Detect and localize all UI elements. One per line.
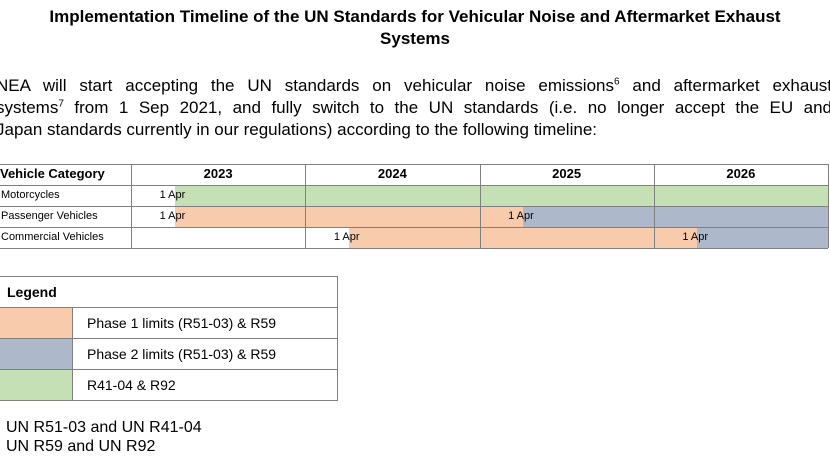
timeline-bar-phase1 — [174, 206, 524, 227]
intro-text: systems — [0, 98, 59, 117]
legend-label-phase1: Phase 1 limits (R51-03) & R59 — [72, 307, 338, 339]
grid-line — [0, 164, 828, 165]
title-line-1: Implementation Timeline of the UN Standa… — [49, 7, 781, 26]
footnote-ref-7: 7 — [58, 98, 64, 110]
intro-paragraph: NEA will start accepting the UN standard… — [0, 75, 830, 141]
intro-line-1: NEA will start accepting the UN standard… — [0, 75, 830, 97]
legend-swatch-r41 — [0, 369, 73, 401]
title-line-2: Systems — [380, 29, 450, 48]
legend-label-phase2: Phase 2 limits (R51-03) & R59 — [72, 338, 338, 370]
footnotes: UN R51-03 and UN R41-04 UN R59 and UN R9… — [6, 418, 202, 456]
intro-text: from 1 Sep 2021, and fully switch to the… — [63, 98, 830, 117]
intro-line-3: Japan standards currently in our regulat… — [0, 120, 597, 139]
timeline-header-category: Vehicle Category — [0, 166, 105, 181]
timeline-header-year: 2026 — [726, 166, 756, 181]
timeline-date-label: 1 Apr — [682, 231, 708, 243]
document-title: Implementation Timeline of the UN Standa… — [0, 6, 830, 50]
legend-table: Legend Phase 1 limits (R51-03) & R59 Pha… — [0, 276, 338, 401]
legend-header-row: Legend — [0, 276, 338, 308]
footnote-7: UN R59 and UN R92 — [6, 438, 156, 455]
timeline-date-label: 1 Apr — [159, 210, 186, 222]
timeline-bar-phase1 — [348, 227, 698, 248]
timeline-row-label: Commercial Vehicles — [1, 231, 104, 243]
intro-line-2: systems7 from 1 Sep 2021, and fully swit… — [0, 97, 830, 119]
timeline-date-label: 1 Apr — [333, 231, 360, 243]
legend-label-r41: R41-04 & R92 — [72, 369, 338, 401]
intro-text: NEA will start accepting the UN standard… — [0, 76, 614, 95]
timeline-header-year: 2023 — [203, 166, 233, 181]
timeline-table: Vehicle Category 2023 2024 2025 2026 Motorcyc… — [0, 164, 829, 251]
grid-line — [479, 164, 481, 248]
timeline-header-year: 2025 — [552, 166, 582, 181]
grid-line — [828, 164, 829, 248]
legend-swatch-phase2 — [0, 338, 73, 370]
grid-line — [0, 185, 828, 186]
grid-line — [0, 248, 828, 249]
legend-title: Legend — [0, 276, 338, 308]
timeline-date-label: 1 Apr — [159, 189, 186, 201]
legend-row-phase2: Phase 2 limits (R51-03) & R59 — [0, 338, 338, 370]
intro-text: and aftermarket exhaust — [619, 76, 830, 95]
timeline-row-label: Motorcycles — [1, 189, 60, 201]
timeline-bar-r41 — [174, 185, 828, 206]
legend-swatch-phase1 — [0, 307, 73, 339]
grid-line — [131, 164, 132, 248]
grid-line — [305, 164, 307, 248]
timeline-row-label: Passenger Vehicles — [1, 210, 98, 222]
timeline-bar-phase2 — [697, 227, 828, 248]
grid-line — [653, 164, 655, 248]
timeline-header-year: 2024 — [377, 166, 407, 181]
grid-line — [0, 227, 828, 228]
grid-line — [0, 206, 828, 207]
footnote-6: UN R51-03 and UN R41-04 — [6, 419, 202, 436]
timeline-date-label: 1 Apr — [508, 210, 534, 222]
footnote-ref-6: 6 — [614, 76, 620, 88]
timeline-bar-phase2 — [523, 206, 828, 227]
legend-row-r41: R41-04 & R92 — [0, 369, 338, 401]
legend-row-phase1: Phase 1 limits (R51-03) & R59 — [0, 307, 338, 339]
